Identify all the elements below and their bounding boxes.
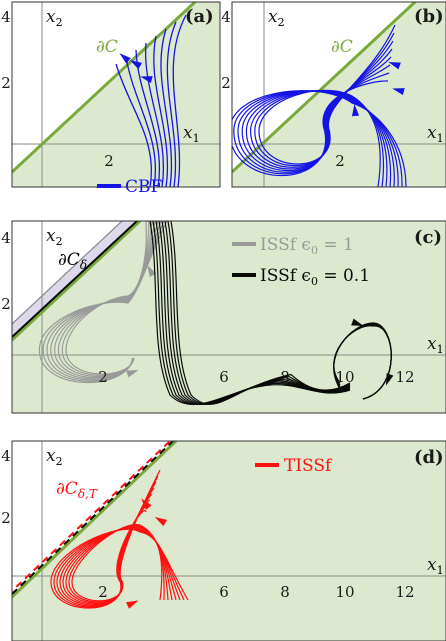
trajectories-cbf [115, 14, 187, 187]
tick-x8-d: 8 [280, 583, 290, 601]
arrowhead [129, 60, 142, 70]
arrowhead [126, 369, 139, 378]
trajectories-issf [38, 221, 394, 406]
tick-x6-c: 6 [219, 368, 229, 386]
panel-label-a: (a) [185, 6, 214, 27]
arrowhead [140, 76, 153, 84]
tick-x2-c: 2 [98, 368, 108, 386]
panel-a: 4 2 2 x2 x1 (a) ∂C CBF [1, 1, 221, 197]
trajectory-cbf [172, 14, 187, 187]
trajectory-cbf [153, 35, 169, 187]
trajectory-issf-1 [38, 221, 168, 384]
trajectory-issf-01-loop [333, 325, 392, 400]
boundary-delta-c [12, 221, 138, 338]
trajectory-tissf [50, 509, 189, 609]
legend-label-issf-01: ISSf ϵ0 = 0.1 [260, 266, 370, 288]
panel-label-d: (d) [414, 447, 444, 468]
axis-label-x2-d: x2 [46, 446, 63, 468]
boundary-label-a: ∂C [96, 37, 118, 57]
axis-label-x1-d: x1 [427, 555, 444, 577]
axis-label-x2-c: x2 [46, 226, 63, 248]
boundary-label-b: ∂C [331, 37, 353, 57]
tick-x10-d: 10 [335, 583, 354, 601]
panel-label-b: (b) [414, 6, 444, 27]
tick-x12-c: 12 [395, 368, 414, 386]
safe-region-c [12, 221, 446, 413]
panel-c: 4 2 2 6 8 10 12 x2 x1 (c) ∂Cδ ISSf ϵ0 = … [1, 220, 446, 414]
boundary-label-c: ∂Cδ [58, 250, 87, 272]
arrowhead [388, 61, 401, 70]
frame-d [11, 440, 446, 641]
axis-label-x1-a: x1 [183, 123, 200, 145]
trajectory-cbf [144, 42, 165, 187]
arrowhead [392, 88, 405, 96]
trajectories-loop-blue [232, 24, 407, 187]
trajectory-issf-01 [170, 221, 351, 405]
arrowhead [385, 373, 394, 386]
trajectory-cbf [166, 21, 177, 187]
trajectory-cbf [160, 28, 173, 187]
tick-y2-d: 2 [1, 509, 11, 527]
legend-label-tissf: TISSf [284, 456, 333, 476]
tick-x2-d: 2 [98, 583, 108, 601]
tick-x6-d: 6 [219, 583, 229, 601]
tick-y2-b: 2 [221, 74, 231, 92]
safe-region-a [12, 2, 220, 187]
axis-label-x1-b: x1 [427, 123, 444, 145]
arrowhead [351, 104, 360, 117]
arrowhead [126, 600, 139, 609]
tick-y4-a: 4 [1, 8, 11, 26]
frame-c [11, 220, 446, 414]
delta-edge-c [12, 221, 123, 325]
arrowhead [141, 498, 152, 510]
tick-x12-d: 12 [395, 583, 414, 601]
axis-label-x1-c: x1 [427, 334, 444, 356]
panel-b: 4 2 2 x2 x1 (b) ∂C [221, 1, 446, 188]
boundary-a [12, 2, 197, 174]
tick-y2-c: 2 [1, 295, 11, 313]
boundary-red-d [12, 441, 171, 592]
trajectories-tissf [50, 469, 189, 609]
arrowhead [119, 53, 131, 64]
trajectory-blue [232, 80, 407, 187]
panel-d: 4 2 2 6 8 10 12 x2 x1 (d) ∂Cδ,T TISSf [1, 440, 446, 641]
boundary-black-d [12, 441, 174, 595]
arrowhead [147, 264, 157, 277]
boundary-label-d: ∂Cδ,T [56, 479, 98, 501]
axis-label-x2-a: x2 [46, 7, 63, 29]
tick-x2-a: 2 [104, 152, 114, 170]
tick-y4-d: 4 [1, 447, 11, 465]
legend-label-cbf: CBF [125, 177, 163, 197]
tick-y4-b: 4 [221, 8, 231, 26]
frame-b [231, 1, 446, 188]
tick-x10-c: 10 [335, 368, 354, 386]
legend-label-issf-1: ISSf ϵ0 = 1 [260, 235, 354, 257]
boundary-d [12, 441, 178, 599]
tick-x8-c: 8 [280, 368, 290, 386]
boundary-b [232, 2, 417, 174]
tick-y2-a: 2 [1, 74, 11, 92]
axis-label-x2-b: x2 [268, 7, 285, 29]
safe-region-d [12, 441, 446, 641]
arrowhead [154, 517, 167, 527]
trajectory-cbf [125, 56, 156, 187]
panel-label-c: (c) [414, 227, 442, 248]
boundary-c [12, 221, 142, 342]
trajectory-cbf [115, 63, 152, 187]
tick-x2-b: 2 [335, 152, 345, 170]
tick-y4-c: 4 [1, 229, 11, 247]
arrowhead [351, 318, 364, 327]
